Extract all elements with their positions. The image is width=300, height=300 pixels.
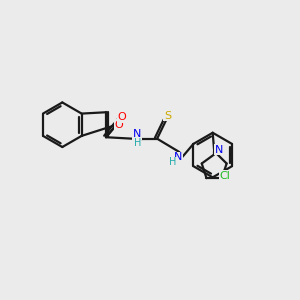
Text: N: N xyxy=(215,145,223,155)
Text: H: H xyxy=(169,158,177,167)
Text: H: H xyxy=(134,138,141,148)
Text: N: N xyxy=(174,152,182,162)
Text: S: S xyxy=(164,110,171,121)
Text: O: O xyxy=(117,112,126,122)
Text: N: N xyxy=(133,129,141,139)
Text: O: O xyxy=(115,120,123,130)
Text: Cl: Cl xyxy=(220,171,231,181)
